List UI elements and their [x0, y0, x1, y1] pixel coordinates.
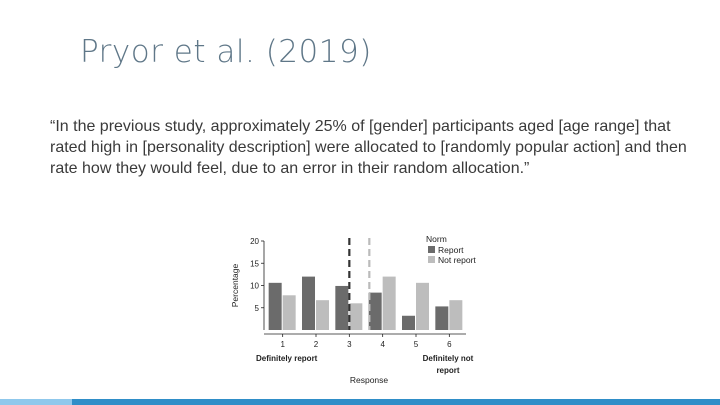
bar-report-5 — [402, 315, 415, 330]
quote-text: “In the previous study, approximately 25… — [50, 118, 687, 177]
bar-not-report-5 — [416, 282, 429, 330]
x-tick-label: 1 — [280, 340, 285, 349]
x-tick-label: 2 — [314, 340, 319, 349]
footer-accent-light — [0, 399, 72, 405]
legend-swatch-1 — [428, 246, 435, 253]
bar-report-4 — [368, 292, 382, 330]
bar-not-report-2 — [316, 300, 329, 330]
x-tick-label: 5 — [414, 340, 419, 349]
bar-not-report-4 — [382, 276, 396, 330]
legend-title: Norm — [426, 234, 447, 244]
y-tick-label: 15 — [250, 259, 259, 268]
bar-report-6 — [435, 306, 449, 330]
bar-chart: 5 10 15 20 1 2 3 4 5 6 Percentage Definitely report… — [228, 233, 490, 385]
legend-label-2: Not report — [438, 255, 476, 265]
bar-not-report-6 — [449, 300, 463, 330]
bar-report-1 — [268, 282, 282, 330]
x-anchor-label-left: Definitely report — [256, 354, 318, 363]
x-axis-label: Response — [350, 375, 389, 385]
bar-not-report-3 — [349, 303, 363, 330]
y-tick-label: 20 — [250, 237, 259, 246]
x-tick-label: 4 — [380, 340, 385, 349]
legend-swatch-2 — [428, 256, 435, 263]
x-anchor-label-right-2: report — [436, 366, 459, 375]
y-tick-label: 5 — [255, 304, 260, 313]
y-tick-label: 10 — [250, 282, 259, 291]
x-tick-label: 3 — [347, 340, 352, 349]
bar-chart-svg: 5 10 15 20 1 2 3 4 5 6 Percentage Definitely report… — [230, 234, 476, 385]
footer-accent-main — [72, 399, 720, 405]
bar-report-3 — [335, 285, 349, 330]
y-axis-label: Percentage — [230, 263, 240, 307]
footer-accent-bar — [0, 399, 720, 405]
bar-not-report-1 — [282, 295, 296, 330]
x-anchor-label-right-1: Definitely not — [423, 354, 474, 363]
x-tick-label: 6 — [447, 340, 452, 349]
slide-title: Pryor et al. (2019) — [80, 34, 372, 70]
bar-report-2 — [302, 276, 315, 330]
legend-label-1: Report — [438, 245, 464, 255]
